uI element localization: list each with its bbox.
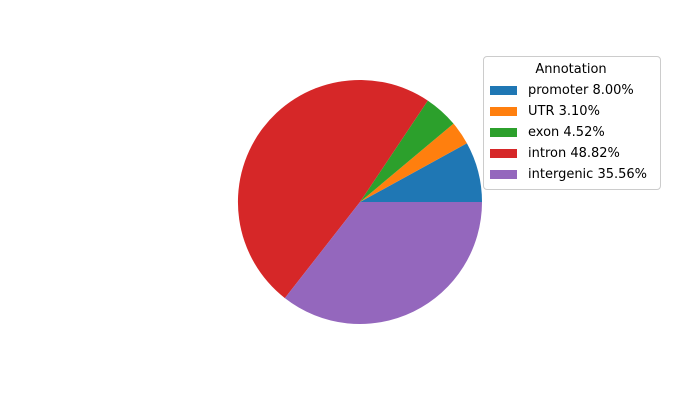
legend-swatch-promoter	[490, 86, 517, 95]
legend-item-exon: exon 4.52%	[490, 124, 652, 141]
legend-item-label: intergenic 35.56%	[528, 167, 648, 182]
legend-swatch-intron	[490, 149, 517, 158]
legend-items: promoter 8.00% UTR 3.10% exon 4.52% intron …	[490, 82, 652, 183]
legend-item-label: UTR 3.10%	[528, 104, 600, 119]
legend: Annotation promoter 8.00% UTR 3.10% exon 4…	[483, 56, 661, 190]
legend-item-promoter: promoter 8.00%	[490, 82, 652, 99]
pie-slice-UTR	[360, 123, 467, 202]
legend-swatch-UTR	[490, 107, 517, 116]
pie-slice-promoter	[360, 143, 482, 202]
legend-swatch-intergenic	[490, 170, 517, 179]
legend-item-label: exon 4.52%	[528, 125, 605, 140]
pie-slice-exon	[360, 100, 454, 202]
legend-item-intergenic: intergenic 35.56%	[490, 166, 652, 183]
legend-title: Annotation	[535, 62, 607, 77]
pie-slice-intergenic	[284, 202, 482, 325]
pie-slices-group	[237, 79, 482, 325]
legend-item-UTR: UTR 3.10%	[490, 103, 652, 120]
legend-item-label: intron 48.82%	[528, 146, 620, 161]
legend-item-intron: intron 48.82%	[490, 145, 652, 162]
legend-item-label: promoter 8.00%	[528, 83, 634, 98]
legend-swatch-exon	[490, 128, 517, 137]
pie-slice-intron	[237, 79, 428, 299]
